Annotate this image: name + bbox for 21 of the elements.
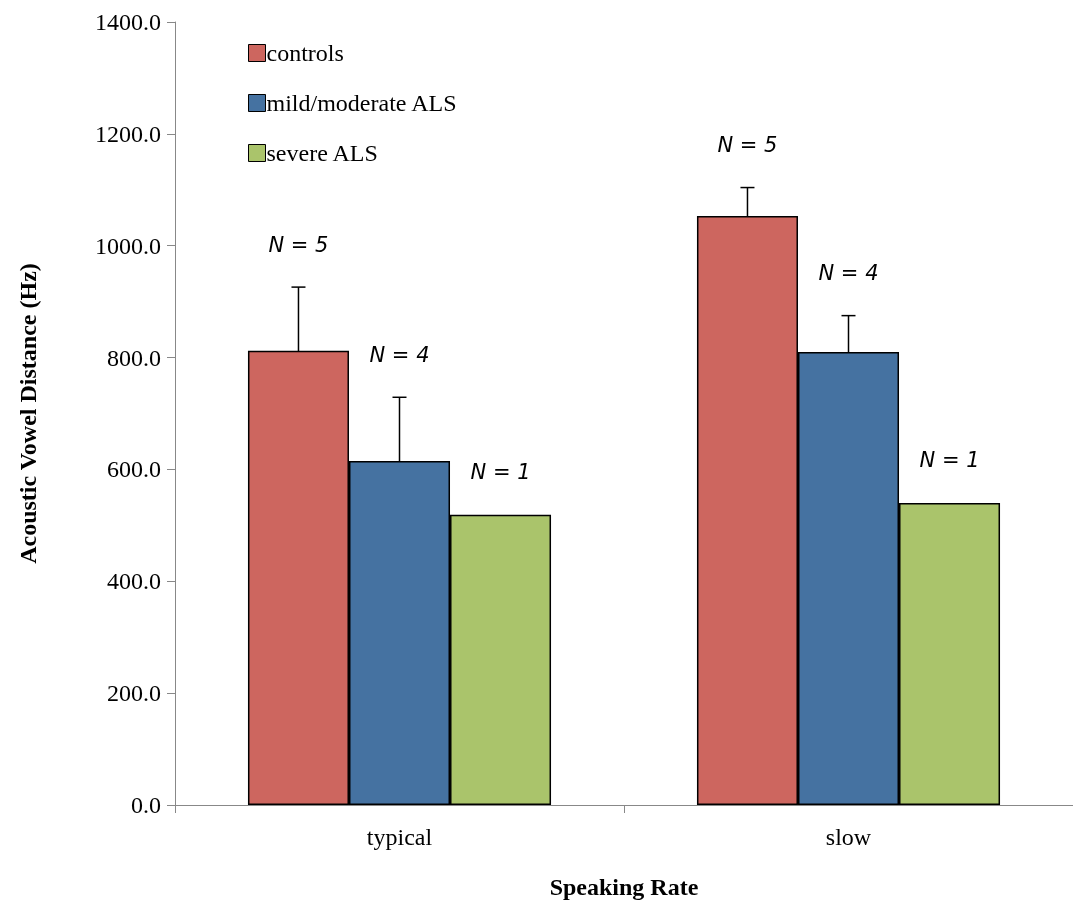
legend-label: controls — [266, 40, 344, 66]
x-tick-label: slow — [825, 824, 872, 850]
legend-label: severe ALS — [266, 140, 378, 166]
annotation: N = 4 — [369, 342, 430, 367]
y-tick-label: 400.0 — [107, 568, 161, 595]
annotation: N = 1 — [470, 460, 531, 485]
annotation: N = 1 — [919, 448, 980, 473]
annotation: N = 5 — [717, 133, 778, 158]
y-tick-label: 1000.0 — [95, 232, 161, 259]
y-tick-label: 1200.0 — [95, 120, 161, 147]
x-tick-label: typical — [366, 824, 433, 850]
annotation: N = 4 — [818, 261, 879, 286]
y-tick-label: 0.0 — [131, 792, 161, 818]
y-axis-title: Acoustic Vowel Distance (Hz) — [15, 263, 41, 564]
y-tick-label: 200.0 — [107, 680, 161, 707]
y-tick-label: 1400.0 — [95, 9, 161, 35]
y-tick-label: 600.0 — [107, 456, 161, 483]
annotation: N = 5 — [268, 232, 329, 257]
y-tick-label: 800.0 — [107, 344, 161, 371]
legend-label: mild/moderate ALS — [266, 90, 457, 116]
x-axis-title: Speaking Rate — [549, 874, 699, 900]
